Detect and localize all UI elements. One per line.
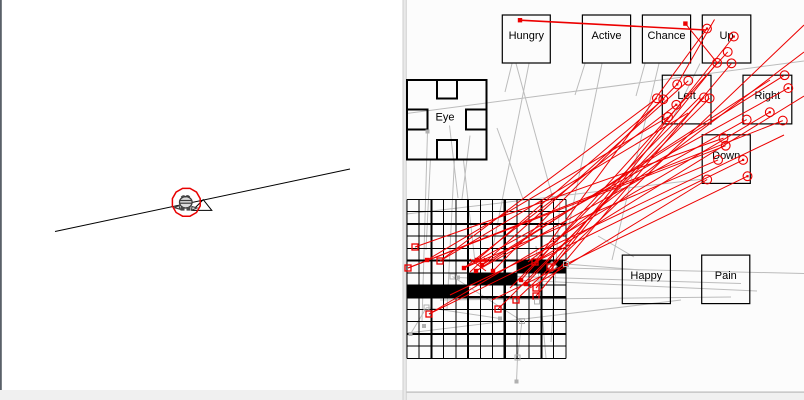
svg-text:Eye: Eye [436,112,455,124]
svg-text:Right: Right [755,90,781,102]
svg-text:Active: Active [592,30,622,42]
svg-text:Chance: Chance [648,30,686,42]
svg-text:Pain: Pain [715,270,737,282]
svg-text:Happy: Happy [630,270,662,282]
svg-text:Hungry: Hungry [509,30,545,42]
